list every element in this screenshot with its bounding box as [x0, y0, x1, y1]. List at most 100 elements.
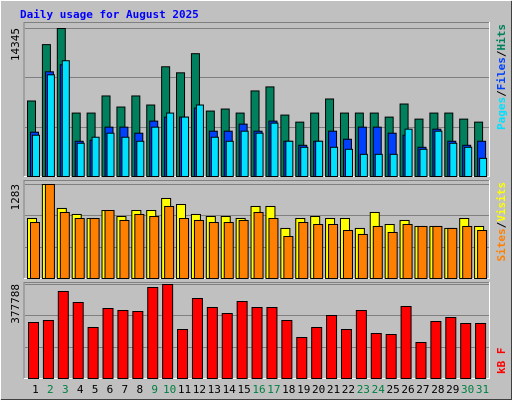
bar — [281, 320, 293, 379]
x-tick-label: 24 — [372, 383, 386, 396]
x-tick-label: 11 — [178, 383, 191, 396]
bar — [134, 213, 145, 279]
x-tick-label: 21 — [327, 383, 340, 396]
bar — [195, 104, 204, 177]
bar — [42, 320, 54, 379]
bar — [419, 148, 428, 178]
x-tick-label: 26 — [401, 383, 414, 396]
y-tick-label: 14345 — [9, 28, 22, 61]
bar — [223, 222, 234, 280]
bar — [270, 122, 279, 177]
bar — [151, 126, 160, 178]
bar — [193, 219, 204, 279]
bar — [449, 142, 458, 178]
bar — [210, 136, 219, 178]
x-tick-label: 17 — [267, 383, 280, 396]
bar — [479, 157, 488, 178]
bar — [61, 60, 70, 177]
bar — [402, 224, 413, 279]
legend-entry: Pages — [495, 97, 508, 130]
bar — [370, 333, 382, 380]
bar — [374, 153, 383, 177]
x-tick-label: 23 — [357, 383, 370, 396]
bar — [462, 225, 473, 279]
x-tick-label: 7 — [122, 383, 129, 396]
bar — [117, 310, 129, 380]
bar — [311, 327, 323, 380]
bar — [147, 287, 159, 380]
legend: Sites/Visits — [495, 182, 508, 262]
bar — [285, 140, 294, 177]
bar — [240, 130, 249, 178]
x-tick-label: 25 — [387, 383, 400, 396]
x-tick-label: 8 — [136, 383, 143, 396]
bar — [74, 217, 85, 280]
panel-bevel-dark — [23, 282, 490, 379]
bar — [400, 306, 412, 379]
bar — [404, 128, 413, 177]
x-tick-label: 18 — [282, 383, 295, 396]
x-tick-label: 4 — [77, 383, 84, 396]
x-tick-label: 30 — [461, 383, 474, 396]
bar — [430, 321, 442, 380]
bar — [344, 148, 353, 178]
bar — [164, 205, 175, 279]
bar — [253, 211, 264, 280]
x-tick-label: 2 — [47, 383, 54, 396]
bar — [300, 146, 309, 177]
bar — [119, 219, 130, 279]
x-tick-label: 19 — [297, 383, 310, 396]
legend-entry: kB F — [495, 348, 508, 375]
x-tick-label: 13 — [208, 383, 221, 396]
bar — [208, 222, 219, 280]
x-tick-label: 16 — [252, 383, 265, 396]
bar — [328, 224, 339, 279]
bar — [72, 302, 84, 379]
bar — [121, 136, 130, 178]
bar — [387, 231, 398, 279]
y-tick-label: 377788 — [9, 284, 22, 324]
bar — [255, 132, 264, 177]
bar — [251, 307, 263, 379]
x-tick-label: 20 — [312, 383, 325, 396]
bar — [434, 130, 443, 178]
bar — [76, 142, 85, 178]
legend: Pages/Files/Hits — [495, 24, 508, 130]
panel-bevel-dark — [23, 22, 490, 177]
bar — [315, 140, 324, 177]
bar — [57, 291, 69, 379]
bar — [136, 140, 145, 177]
bar — [30, 222, 40, 280]
bar — [296, 337, 308, 379]
x-tick-label: 29 — [446, 383, 459, 396]
bar — [464, 146, 473, 177]
x-tick-label: 15 — [237, 383, 250, 396]
bar — [181, 116, 190, 178]
chart-title: Daily usage for August 2025 — [20, 8, 199, 21]
legend-entry: Hits — [495, 24, 508, 51]
bar — [330, 146, 339, 177]
x-tick-label: 31 — [476, 383, 489, 396]
bar — [59, 211, 70, 280]
bar — [266, 307, 278, 379]
legend-separator: / — [495, 90, 508, 97]
bar — [372, 225, 383, 279]
x-tick-label: 28 — [431, 383, 444, 396]
bar — [298, 222, 309, 280]
bar — [313, 224, 324, 279]
bar — [28, 322, 39, 380]
x-tick-label: 12 — [193, 383, 206, 396]
x-tick-label: 1 — [32, 383, 39, 396]
y-tick-label: 1283 — [9, 184, 22, 211]
x-tick-label: 10 — [163, 383, 176, 396]
bar — [166, 112, 175, 177]
bar — [162, 284, 174, 379]
bar — [359, 153, 368, 177]
legend-entry: Sites — [495, 228, 508, 261]
bar — [238, 219, 249, 279]
bar — [477, 230, 488, 279]
bar — [447, 227, 458, 280]
bar — [46, 74, 55, 177]
